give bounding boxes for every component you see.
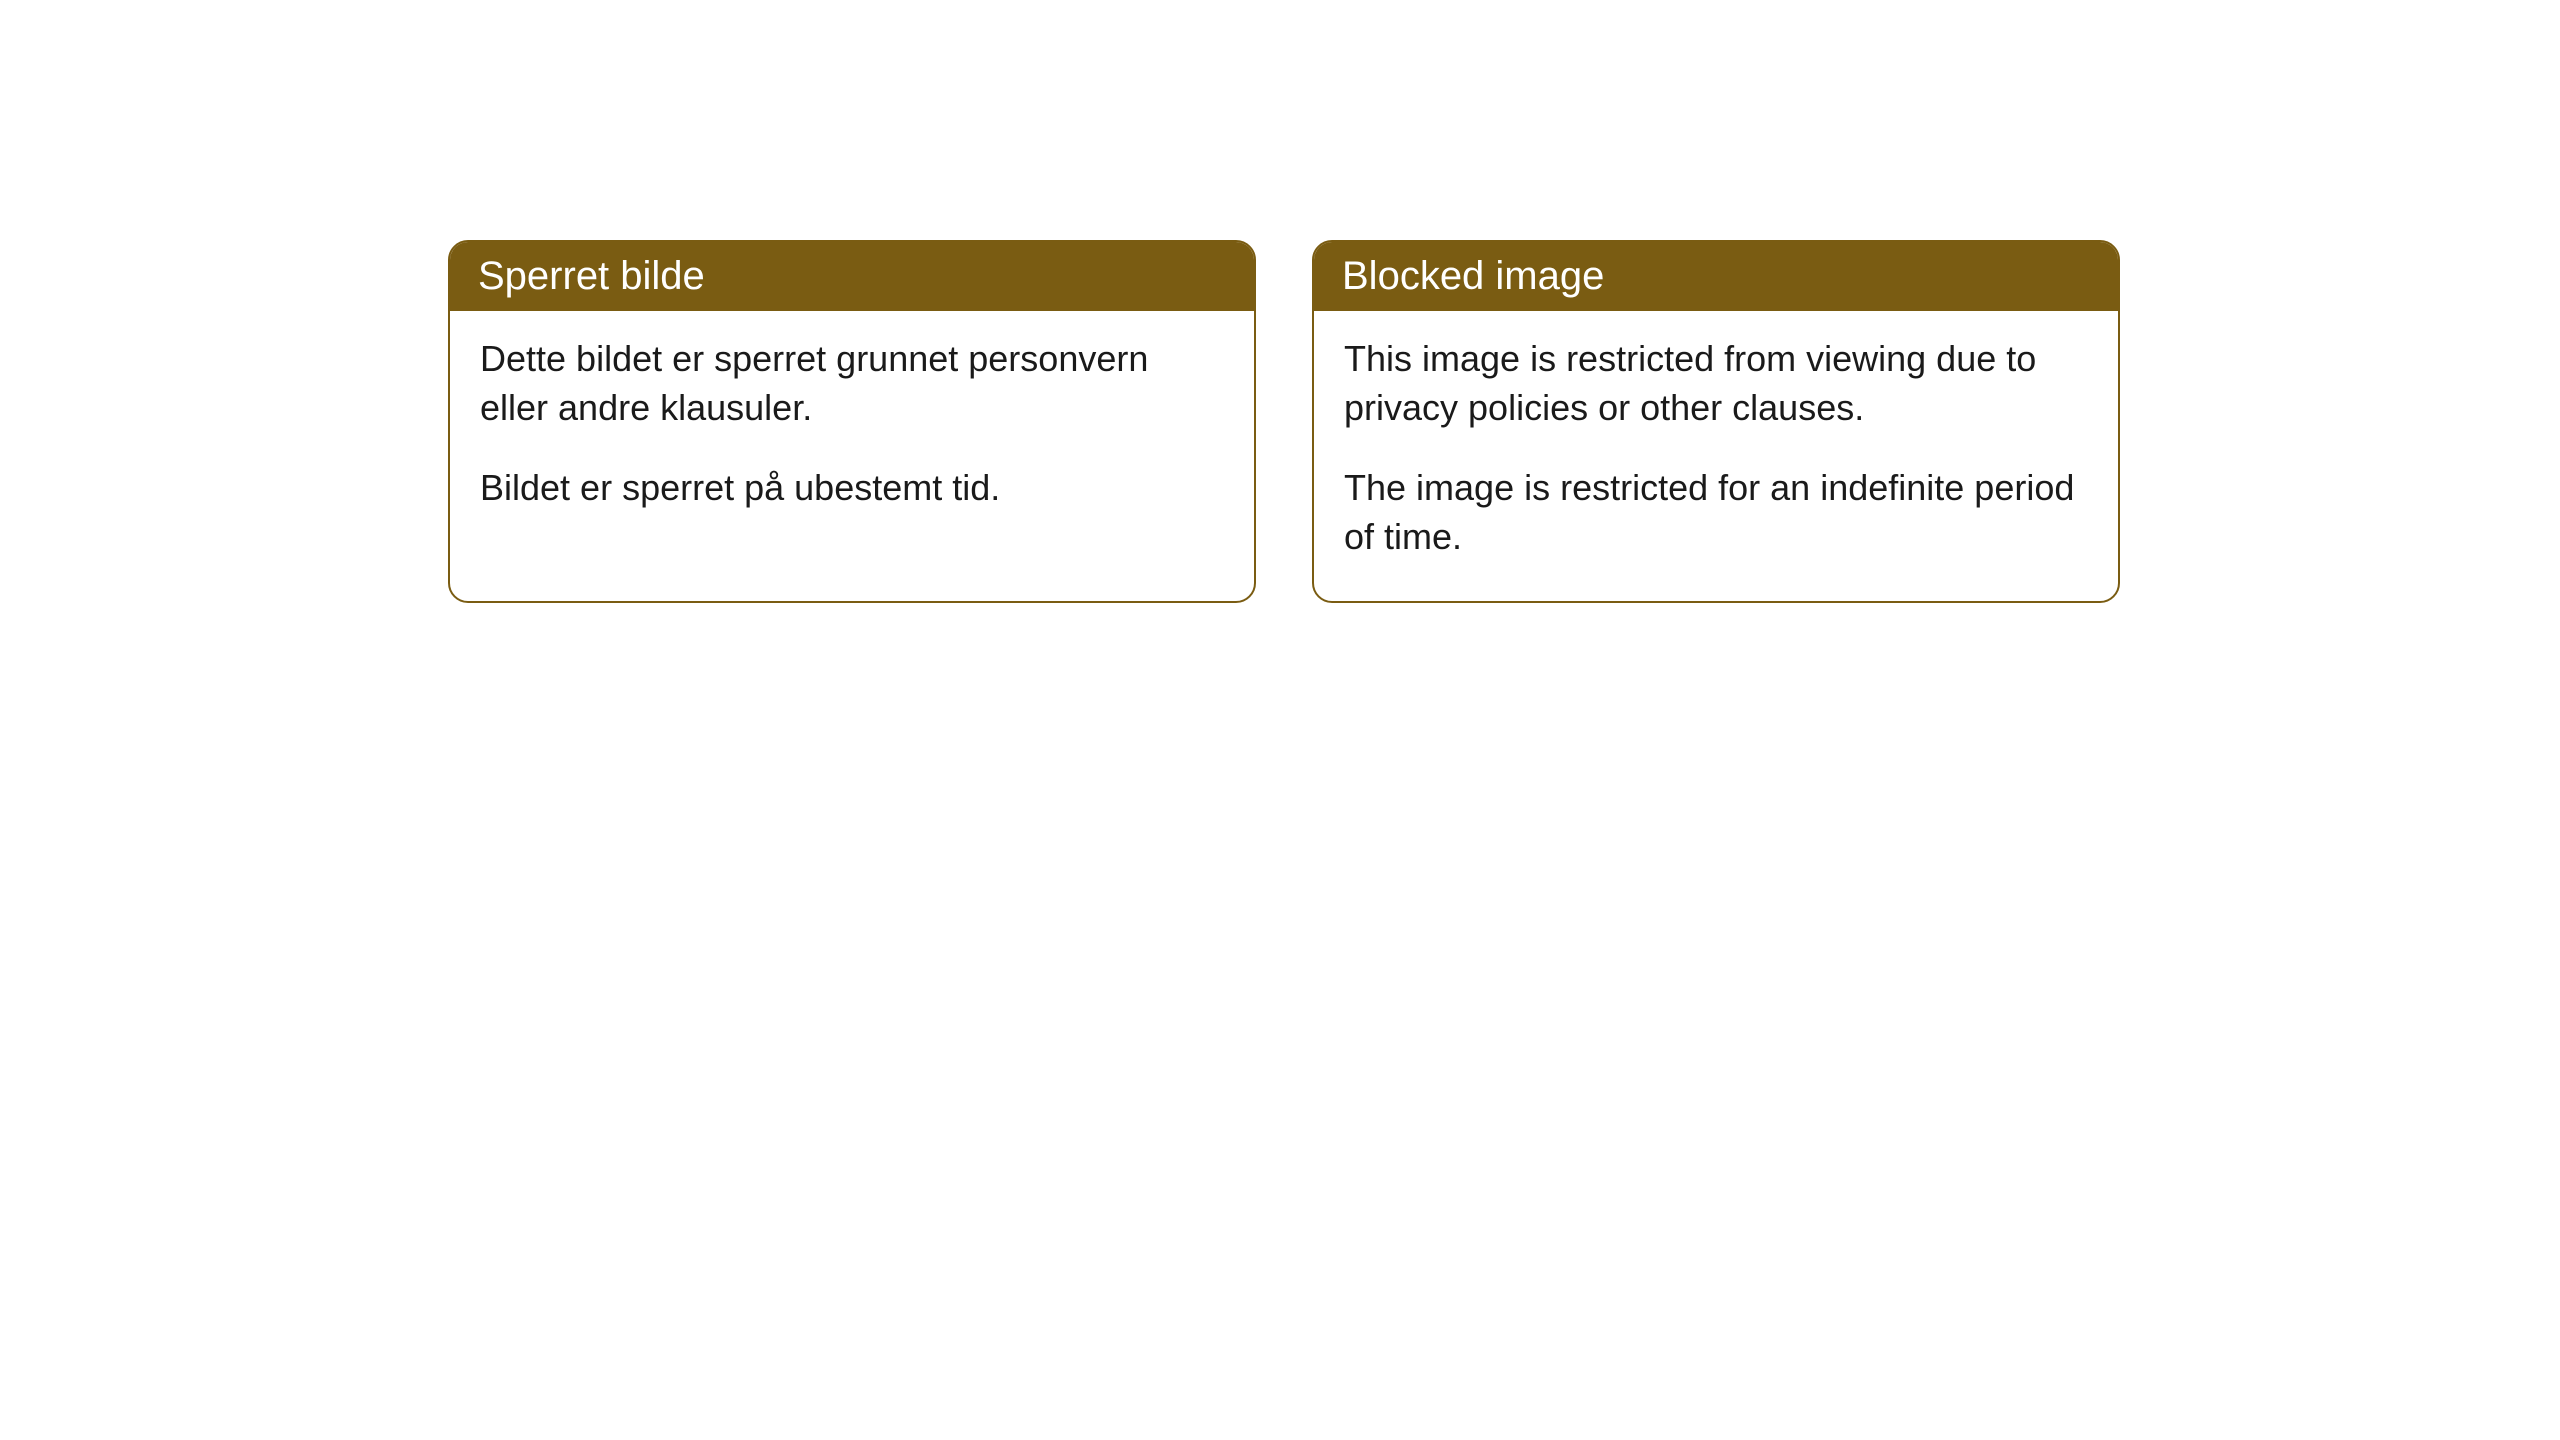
notice-container: Sperret bilde Dette bildet er sperret gr… [0,0,2560,603]
card-title: Blocked image [1342,254,1604,298]
blocked-image-card-norwegian: Sperret bilde Dette bildet er sperret gr… [448,240,1256,603]
card-body-english: This image is restricted from viewing du… [1314,311,2118,601]
card-title: Sperret bilde [478,254,705,298]
notice-paragraph-1: This image is restricted from viewing du… [1344,335,2088,432]
notice-paragraph-1: Dette bildet er sperret grunnet personve… [480,335,1224,432]
notice-paragraph-2: The image is restricted for an indefinit… [1344,464,2088,561]
card-header-english: Blocked image [1314,242,2118,311]
blocked-image-card-english: Blocked image This image is restricted f… [1312,240,2120,603]
notice-paragraph-2: Bildet er sperret på ubestemt tid. [480,464,1224,513]
card-header-norwegian: Sperret bilde [450,242,1254,311]
card-body-norwegian: Dette bildet er sperret grunnet personve… [450,311,1254,553]
